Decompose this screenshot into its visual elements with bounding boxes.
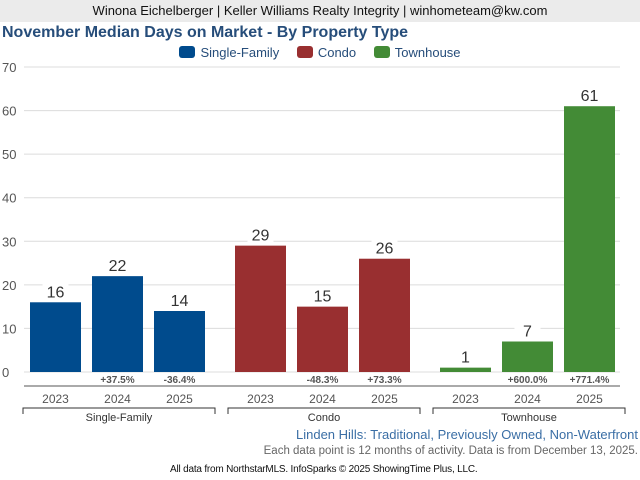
x-tick-label: 2024 bbox=[104, 392, 131, 406]
agent-header: Winona Eichelberger | Keller Williams Re… bbox=[0, 0, 640, 22]
data-label: 26 bbox=[376, 241, 394, 258]
x-tick-label: 2023 bbox=[452, 392, 479, 406]
data-label-bg bbox=[104, 256, 131, 275]
change-label: +771.4% bbox=[570, 375, 610, 386]
change-label: +73.3% bbox=[367, 375, 401, 386]
bar bbox=[30, 302, 81, 372]
legend-swatch bbox=[296, 46, 313, 58]
bar bbox=[154, 311, 205, 372]
data-label: 15 bbox=[314, 289, 332, 306]
data-label: 16 bbox=[47, 284, 65, 301]
change-label: +600.0% bbox=[508, 375, 548, 386]
data-label: 7 bbox=[523, 324, 532, 341]
data-label-bg bbox=[166, 291, 193, 309]
group-label: Single-Family bbox=[86, 412, 153, 424]
change-label: -36.4% bbox=[164, 375, 196, 386]
legend-item-condo[interactable]: Condo bbox=[296, 45, 357, 60]
legend-item-single-family[interactable]: Single-Family bbox=[179, 45, 279, 60]
legend-label: Single-Family bbox=[200, 45, 280, 60]
legend-swatch bbox=[179, 46, 196, 58]
data-label: 22 bbox=[109, 258, 127, 275]
data-label: 14 bbox=[171, 293, 189, 310]
y-tick-label: 50 bbox=[2, 147, 16, 162]
data-label-bg bbox=[309, 286, 336, 305]
data-label-bg bbox=[371, 238, 398, 257]
legend-label: Condo bbox=[317, 45, 357, 60]
bar bbox=[297, 306, 348, 372]
data-label: 1 bbox=[461, 350, 470, 367]
chart-legend: Single-Family Condo Townhouse bbox=[0, 45, 640, 60]
bar bbox=[92, 276, 143, 372]
x-tick-label: 2025 bbox=[166, 392, 193, 406]
y-tick-label: 70 bbox=[2, 60, 16, 75]
bar bbox=[502, 341, 553, 372]
data-label: 61 bbox=[581, 88, 599, 105]
y-tick-label: 0 bbox=[2, 365, 9, 380]
x-tick-label: 2023 bbox=[42, 392, 69, 406]
y-tick-label: 20 bbox=[2, 278, 16, 293]
group-label: Condo bbox=[308, 412, 340, 424]
data-label: 29 bbox=[252, 228, 270, 245]
group-label: Townhouse bbox=[501, 412, 557, 424]
group-bracket bbox=[227, 407, 421, 414]
x-tick-label: 2025 bbox=[576, 392, 603, 406]
x-tick-label: 2023 bbox=[247, 392, 274, 406]
change-label: +37.5% bbox=[100, 375, 134, 386]
y-tick-label: 30 bbox=[2, 234, 16, 249]
credit-line: All data from NorthstarMLS. InfoSparks ©… bbox=[170, 464, 478, 475]
x-tick-label: 2025 bbox=[371, 392, 398, 406]
y-tick-label: 10 bbox=[2, 321, 16, 336]
group-bracket bbox=[22, 407, 216, 414]
bar bbox=[440, 367, 491, 372]
chart-title: November Median Days on Market - By Prop… bbox=[2, 24, 409, 41]
data-label-bg bbox=[514, 321, 541, 340]
legend-swatch bbox=[373, 46, 390, 58]
x-tick-label: 2024 bbox=[309, 392, 336, 406]
data-label-bg bbox=[576, 86, 603, 105]
y-tick-label: 60 bbox=[2, 104, 16, 119]
bar bbox=[359, 258, 410, 372]
data-note: Each data point is 12 months of activity… bbox=[263, 445, 638, 457]
legend-item-townhouse[interactable]: Townhouse bbox=[373, 45, 461, 60]
chart-subtitle: Linden Hills: Traditional, Previously Ow… bbox=[296, 427, 638, 442]
bar bbox=[235, 245, 286, 372]
legend-label: Townhouse bbox=[394, 45, 461, 60]
y-tick-label: 40 bbox=[2, 191, 16, 206]
data-label-bg bbox=[42, 282, 69, 301]
x-tick-label: 2024 bbox=[514, 392, 541, 406]
group-bracket bbox=[432, 407, 626, 414]
data-label-bg bbox=[452, 347, 479, 366]
data-label-bg bbox=[247, 225, 274, 244]
change-label: -48.3% bbox=[307, 375, 339, 386]
bar bbox=[564, 106, 615, 372]
